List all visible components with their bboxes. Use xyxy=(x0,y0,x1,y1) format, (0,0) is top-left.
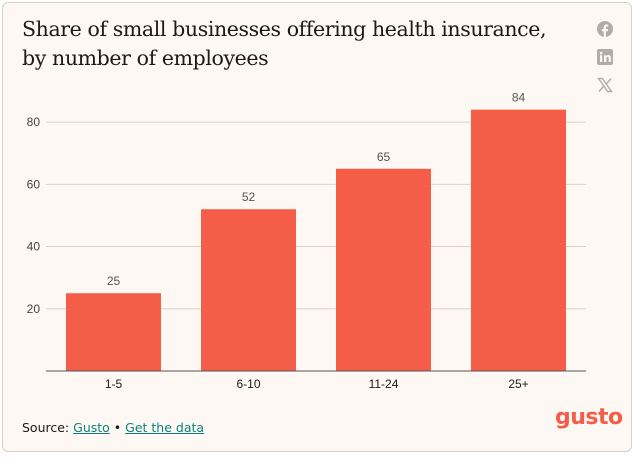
x-icon xyxy=(597,77,613,93)
source-link-gusto[interactable]: Gusto xyxy=(73,420,110,435)
footer-separator: • xyxy=(113,420,122,435)
y-tick-label: 20 xyxy=(27,302,41,316)
linkedin-icon xyxy=(597,49,613,65)
bar-value-label: 65 xyxy=(377,150,391,164)
chart-card: Share of small businesses offering healt… xyxy=(2,2,632,452)
bar-value-label: 52 xyxy=(242,190,256,204)
x-category-label: 25+ xyxy=(508,377,528,391)
x-category-label: 11-24 xyxy=(369,377,399,391)
bars: 25 1-5 52 6-10 65 11-24 84 25+ xyxy=(66,91,566,391)
bar-11-24[interactable] xyxy=(336,168,431,371)
source-label: Source: xyxy=(22,420,70,435)
x-share-button[interactable] xyxy=(595,75,615,95)
x-category-label: 6-10 xyxy=(236,377,260,391)
facebook-icon xyxy=(597,21,613,37)
x-category-label: 1-5 xyxy=(105,377,123,391)
source-footer: Source: Gusto • Get the data xyxy=(22,420,204,435)
bar-chart: 20 40 60 80 25 1-5 52 6-10 65 11-24 84 25+ xyxy=(27,91,586,391)
y-tick-label: 80 xyxy=(27,115,41,129)
linkedin-share-button[interactable] xyxy=(595,47,615,67)
bar-25+[interactable] xyxy=(471,109,566,372)
chart-title: Share of small businesses offering healt… xyxy=(22,17,547,70)
get-the-data-link[interactable]: Get the data xyxy=(125,420,205,435)
y-tick-label: 40 xyxy=(27,240,41,254)
bar-value-label: 25 xyxy=(107,274,121,288)
y-tick-label: 60 xyxy=(27,177,41,191)
bar-value-label: 84 xyxy=(512,91,526,105)
bar-6-10[interactable] xyxy=(201,209,296,371)
facebook-share-button[interactable] xyxy=(595,19,615,39)
bar-1-5[interactable] xyxy=(66,293,161,371)
gusto-logo: gusto xyxy=(555,405,623,430)
